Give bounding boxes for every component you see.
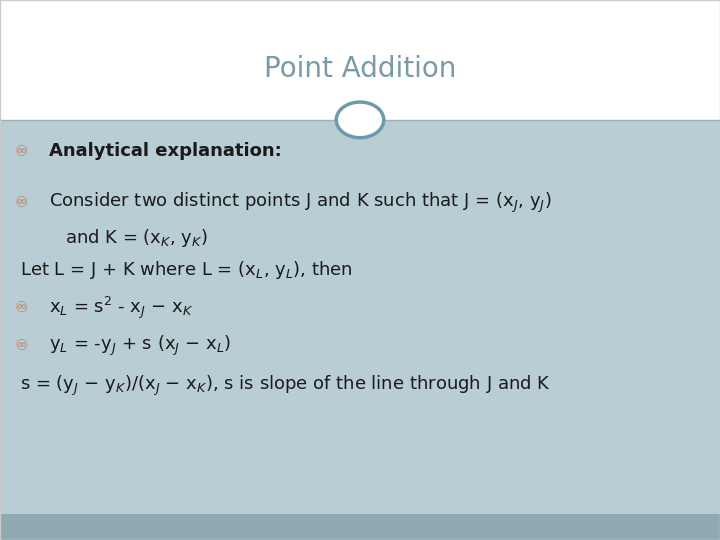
Text: y$_L$ = -y$_J$ + s (x$_J$ $-$ x$_L$): y$_L$ = -y$_J$ + s (x$_J$ $-$ x$_L$) [49,334,231,357]
Text: x$_L$ = s$^2$ - x$_J$ $-$ x$_K$: x$_L$ = s$^2$ - x$_J$ $-$ x$_K$ [49,295,194,321]
Bar [0,514,720,540]
Text: Consider two distinct points J and K such that J = (x$_J$, y$_J$): Consider two distinct points J and K suc… [49,191,552,214]
Text: ♾: ♾ [14,195,28,210]
Text: and K = (x$_K$, y$_K$): and K = (x$_K$, y$_K$) [65,227,208,248]
Text: Let L = J + K where L = (x$_L$, y$_L$), then: Let L = J + K where L = (x$_L$, y$_L$), … [20,259,353,281]
Text: Point Addition: Point Addition [264,55,456,83]
Text: ♾: ♾ [14,144,28,159]
Bar [0,120,720,514]
Text: s = (y$_J$ $-$ y$_K$)/(x$_J$ $-$ x$_K$), s is slope of the line through J and K: s = (y$_J$ $-$ y$_K$)/(x$_J$ $-$ x$_K$),… [20,374,551,398]
Bar [0,0,720,120]
Text: ♾: ♾ [14,338,28,353]
Text: ♾: ♾ [14,300,28,315]
Circle shape [336,102,384,138]
Text: Analytical explanation:: Analytical explanation: [49,142,282,160]
